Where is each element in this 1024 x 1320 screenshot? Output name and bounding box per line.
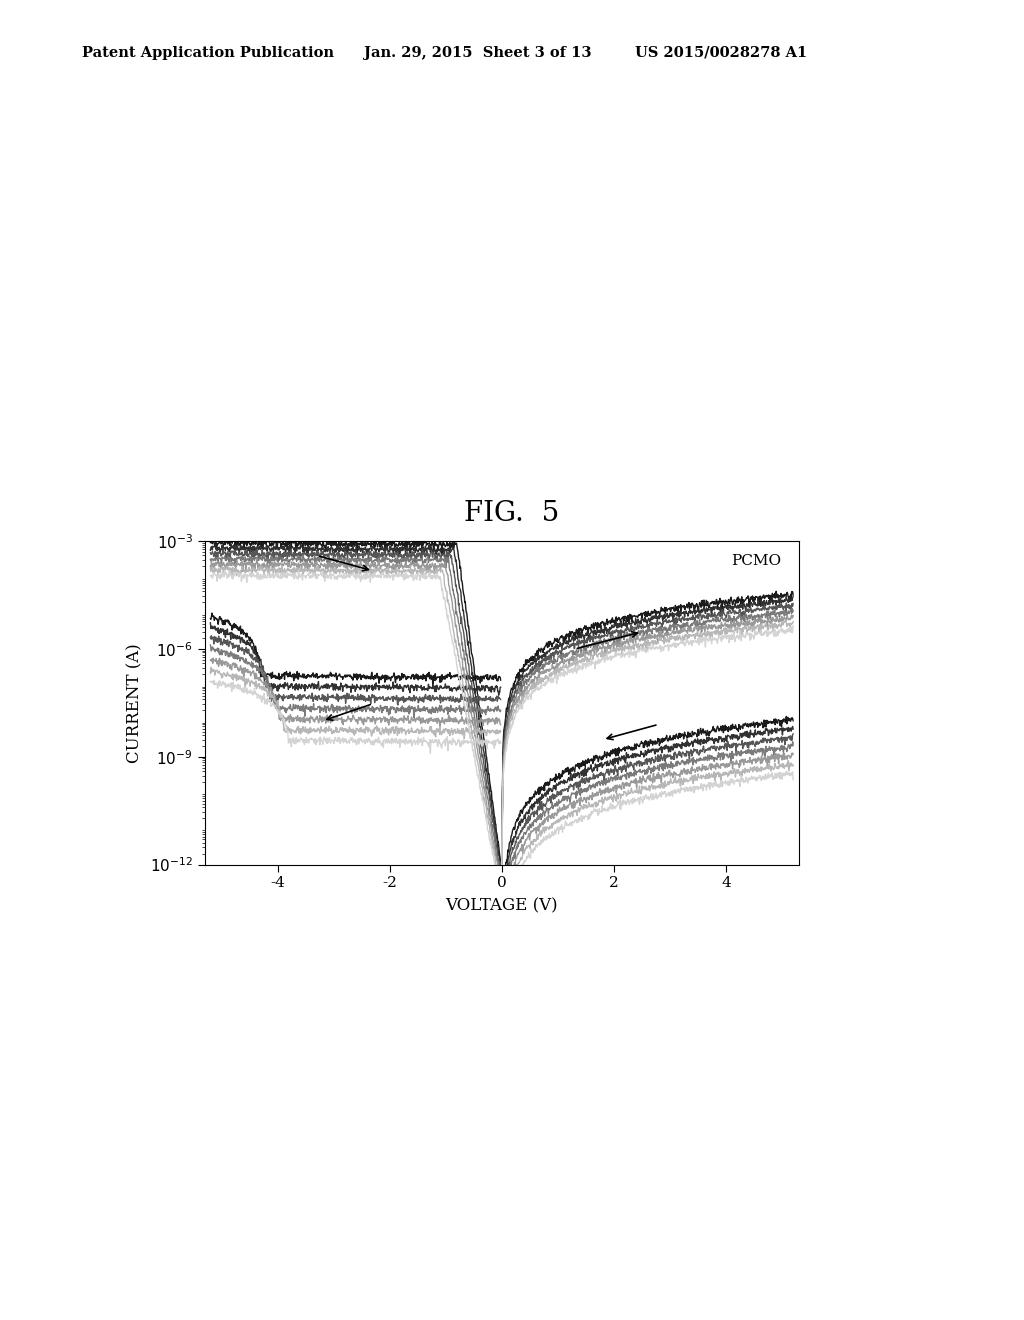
X-axis label: VOLTAGE (V): VOLTAGE (V) bbox=[445, 898, 558, 915]
Text: Jan. 29, 2015  Sheet 3 of 13: Jan. 29, 2015 Sheet 3 of 13 bbox=[364, 46, 591, 59]
Text: PCMO: PCMO bbox=[731, 554, 781, 568]
Text: Patent Application Publication: Patent Application Publication bbox=[82, 46, 334, 59]
Text: FIG.  5: FIG. 5 bbox=[464, 500, 560, 528]
Y-axis label: CURRENT (A): CURRENT (A) bbox=[126, 643, 143, 763]
Text: US 2015/0028278 A1: US 2015/0028278 A1 bbox=[635, 46, 807, 59]
